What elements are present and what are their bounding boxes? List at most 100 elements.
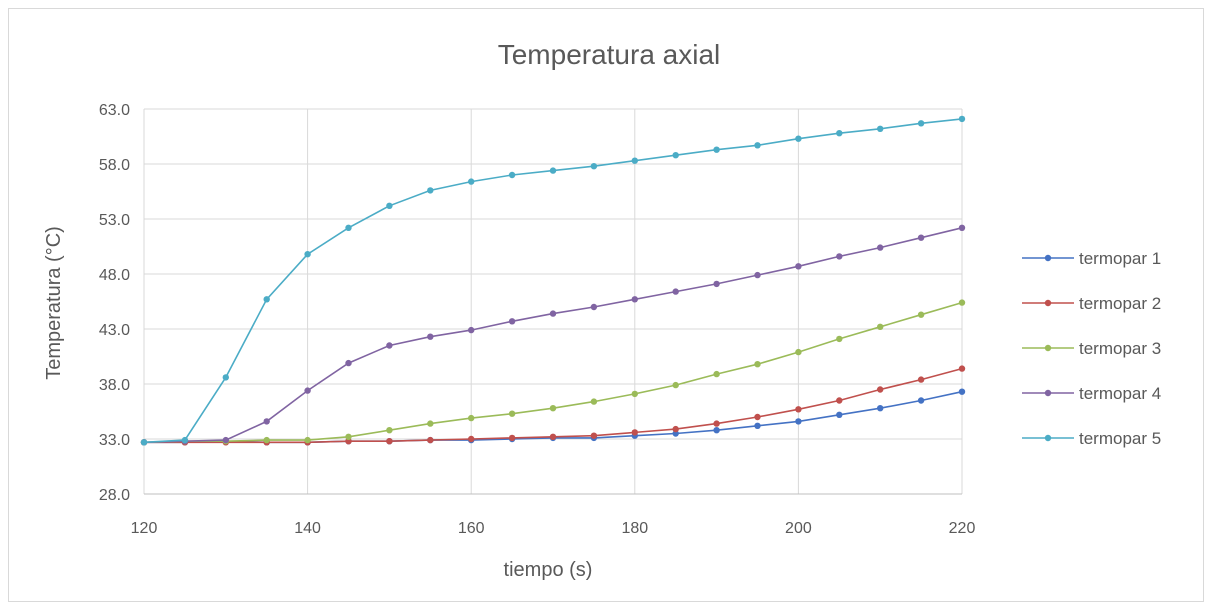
legend-swatch-marker xyxy=(1044,434,1052,442)
data-point xyxy=(958,299,966,306)
legend-item: termopar 4 xyxy=(1022,384,1161,403)
y-tick-label: 43.0 xyxy=(99,322,130,339)
data-point xyxy=(877,244,884,251)
legend-label: termopar 1 xyxy=(1079,249,1161,268)
data-point xyxy=(713,370,720,378)
data-point xyxy=(508,434,516,442)
data-point xyxy=(181,436,189,444)
data-point xyxy=(631,429,638,436)
legend-item: termopar 3 xyxy=(1022,339,1161,358)
data-point xyxy=(427,420,434,427)
legend-swatch-marker xyxy=(1044,389,1052,397)
y-tick-label: 63.0 xyxy=(99,102,130,119)
data-point xyxy=(631,296,638,303)
data-point xyxy=(427,436,434,444)
data-point xyxy=(386,202,393,209)
data-point xyxy=(468,414,475,422)
data-point xyxy=(345,433,352,440)
legend-item: termopar 1 xyxy=(1022,249,1161,268)
legend-label: termopar 4 xyxy=(1079,384,1161,403)
legend-item: termopar 5 xyxy=(1022,429,1161,448)
data-point xyxy=(795,263,802,270)
data-point xyxy=(222,374,229,381)
data-point xyxy=(713,420,720,427)
data-point xyxy=(958,388,966,395)
data-point xyxy=(836,335,843,343)
legend-label: termopar 3 xyxy=(1079,339,1161,358)
data-point xyxy=(631,390,638,398)
data-point xyxy=(549,167,557,174)
chart-title: Temperatura axial xyxy=(498,39,721,70)
data-point xyxy=(672,381,679,389)
data-point xyxy=(958,365,966,372)
data-point xyxy=(754,413,761,421)
data-point xyxy=(140,439,148,446)
data-point xyxy=(836,253,843,260)
data-point xyxy=(508,410,516,417)
y-tick-label: 58.0 xyxy=(99,157,130,174)
y-tick-label: 33.0 xyxy=(99,432,130,449)
data-point xyxy=(754,271,761,279)
data-point xyxy=(590,163,598,170)
x-tick-label: 220 xyxy=(949,520,976,537)
data-point xyxy=(795,348,802,356)
y-tick-label: 48.0 xyxy=(99,267,130,284)
data-point xyxy=(713,280,720,288)
data-point xyxy=(345,438,352,445)
legend-label: termopar 5 xyxy=(1079,429,1161,448)
data-point xyxy=(958,224,966,231)
y-tick-label: 28.0 xyxy=(99,487,130,504)
tick-labels: 28.0 33.0 38.0 43.0 48.0 53.0 58.0 63.0 120 140 16… xyxy=(99,102,976,537)
data-point xyxy=(795,406,802,413)
y-axis-title: Temperatura (°C) xyxy=(43,226,65,380)
data-point xyxy=(508,318,516,325)
data-point xyxy=(549,405,557,412)
data-point xyxy=(590,303,598,311)
legend-swatch-marker xyxy=(1044,344,1052,352)
data-point xyxy=(795,418,802,425)
data-point xyxy=(917,234,925,241)
series-lines xyxy=(140,115,966,446)
data-point xyxy=(795,135,802,142)
data-point xyxy=(468,326,475,334)
x-tick-label: 120 xyxy=(131,520,158,537)
legend-swatch-marker xyxy=(1044,299,1052,307)
data-point xyxy=(549,433,557,440)
x-tick-label: 200 xyxy=(785,520,812,537)
y-tick-label: 38.0 xyxy=(99,377,130,394)
data-point xyxy=(877,386,884,393)
data-point xyxy=(836,397,843,404)
data-point xyxy=(917,397,925,404)
data-point xyxy=(304,387,311,394)
x-tick-label: 160 xyxy=(458,520,485,537)
x-axis-title: tiempo (s) xyxy=(504,559,593,581)
data-point xyxy=(877,323,884,330)
data-point xyxy=(468,178,475,185)
data-point xyxy=(672,288,679,295)
x-tick-label: 180 xyxy=(621,520,648,537)
data-point xyxy=(304,436,311,444)
gridlines xyxy=(143,108,963,495)
data-point xyxy=(263,296,270,303)
data-point xyxy=(304,251,311,258)
data-point xyxy=(836,411,843,418)
legend-item: termopar 2 xyxy=(1022,294,1161,313)
data-point xyxy=(877,405,884,412)
data-point xyxy=(917,376,925,383)
data-point xyxy=(508,171,516,179)
data-point xyxy=(549,310,557,317)
data-point xyxy=(468,435,475,443)
data-point xyxy=(590,432,598,439)
data-point xyxy=(958,115,966,123)
data-point xyxy=(345,224,352,231)
data-point xyxy=(427,333,434,340)
data-point xyxy=(631,157,638,164)
data-point xyxy=(590,398,598,405)
data-point xyxy=(263,436,270,444)
data-point xyxy=(672,430,679,437)
data-point xyxy=(386,427,393,434)
data-point xyxy=(263,418,270,425)
legend-label: termopar 2 xyxy=(1079,294,1161,313)
data-point xyxy=(672,425,679,433)
